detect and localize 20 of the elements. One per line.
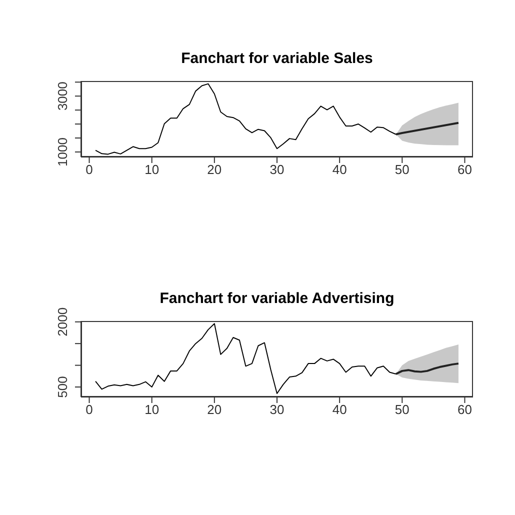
x-tick-label: 30 [270, 402, 284, 418]
x-tick-label: 50 [394, 402, 410, 418]
y-tick-label: 1000 [55, 138, 70, 166]
chart-title: Fanchart for variable Sales [180, 50, 374, 67]
x-tick-label: 30 [270, 162, 284, 178]
y-tick-label: 3000 [55, 82, 70, 111]
x-tick-label: 60 [458, 162, 472, 178]
y-tick-label: 2000 [55, 307, 70, 336]
x-tick-label: 60 [458, 402, 472, 418]
x-tick-label: 50 [394, 162, 410, 178]
x-tick-label: 40 [332, 162, 347, 178]
x-tick-label: 10 [144, 162, 160, 178]
chart-title: Fanchart for variable Advertising [158, 290, 396, 307]
y-tick-label: 500 [55, 376, 70, 398]
x-tick-label: 10 [144, 402, 160, 418]
x-tick-label: 0 [86, 402, 93, 418]
x-tick-label: 20 [207, 162, 222, 178]
x-tick-label: 20 [207, 402, 222, 418]
x-tick-label: 0 [86, 162, 93, 178]
x-tick-label: 40 [332, 402, 347, 418]
